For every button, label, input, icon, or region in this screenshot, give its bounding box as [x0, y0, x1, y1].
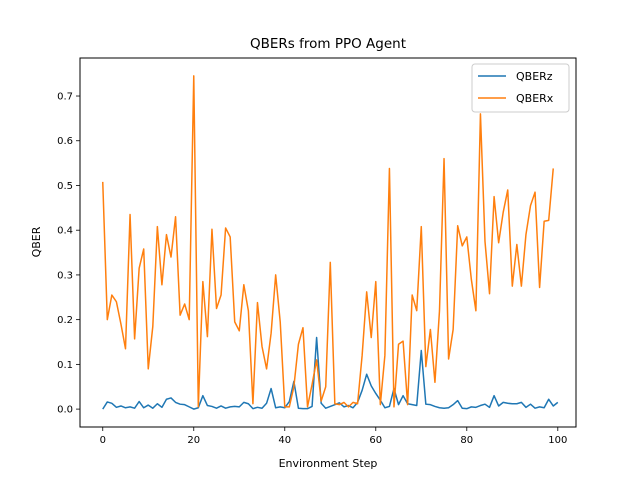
legend-label-qberz: QBERz — [516, 70, 553, 83]
x-axis-ticks: 0 20 40 60 80 100 — [100, 427, 567, 446]
legend-label-qberx: QBERx — [516, 92, 554, 105]
x-tick-label: 100 — [548, 435, 567, 446]
y-tick-label: 0.4 — [57, 226, 73, 237]
x-tick-label: 80 — [460, 435, 473, 446]
y-tick-label: 0.1 — [57, 360, 73, 371]
x-tick-label: 0 — [100, 435, 106, 446]
y-tick-label: 0.6 — [57, 136, 73, 147]
chart-title: QBERs from PPO Agent — [250, 36, 406, 52]
y-tick-label: 0.0 — [57, 405, 73, 416]
x-axis-label: Environment Step — [279, 457, 378, 470]
x-tick-label: 20 — [187, 435, 200, 446]
y-tick-label: 0.2 — [57, 315, 73, 326]
y-tick-label: 0.5 — [57, 181, 73, 192]
y-tick-label: 0.3 — [57, 270, 73, 281]
series-layer — [102, 75, 559, 410]
x-tick-label: 60 — [369, 435, 382, 446]
series-line-qberz — [102, 336, 559, 410]
y-axis-ticks: 0.0 0.1 0.2 0.3 0.4 0.5 0.6 0.7 — [57, 92, 80, 416]
axes-frame — [79, 57, 577, 428]
y-axis-label: QBER — [30, 226, 43, 257]
x-tick-label: 40 — [278, 435, 291, 446]
legend: QBERz QBERx — [471, 63, 570, 113]
series-line-qberx — [102, 75, 554, 408]
plot-area — [79, 57, 577, 428]
y-tick-label: 0.7 — [57, 92, 73, 103]
